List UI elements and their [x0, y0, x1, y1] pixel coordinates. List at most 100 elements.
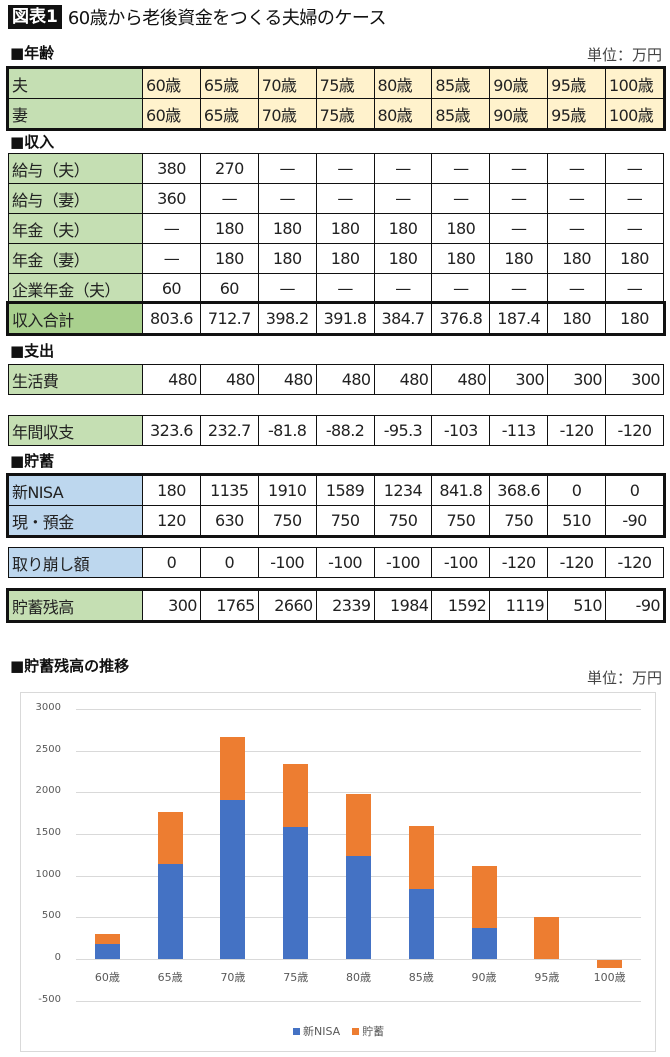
table-cell: 480 — [199, 364, 259, 395]
table-cell: 391.8 — [315, 303, 375, 334]
table-cell: 368.6 — [489, 475, 549, 506]
section-heading-income: ■収入 — [10, 133, 55, 151]
table-row: 年金（夫） —180 180 180 180 180— — — — [8, 213, 664, 244]
table-cell: 1589 — [315, 475, 375, 506]
x-axis-tick-label: 60歳 — [94, 971, 120, 984]
table-cell: 384.7 — [373, 303, 433, 334]
table-cell: 0 — [199, 547, 259, 578]
figure-title: 図表1 60歳から老後資金をつくる夫婦のケース — [8, 4, 387, 30]
table-cell: 180 — [547, 303, 606, 334]
table-cell: 1234 — [373, 475, 433, 506]
table-cell: — — [547, 183, 606, 214]
page-title: 60歳から老後資金をつくる夫婦のケース — [67, 8, 387, 29]
chart-heading: ■貯蓄残高の推移 — [10, 657, 130, 675]
table-cell: 180 — [547, 243, 606, 274]
table-cell: 630 — [199, 505, 259, 536]
table-cell: 180 — [431, 243, 491, 274]
row-label: 夫 — [8, 68, 143, 99]
table-cell: — — [547, 273, 606, 304]
table-cell: -90 — [605, 590, 664, 621]
table-cell: — — [373, 183, 433, 214]
table-cell: 2339 — [315, 590, 375, 621]
bar-segment-savings — [597, 960, 623, 968]
bar-segment-savings — [157, 811, 183, 865]
bar-segment-nisa — [94, 944, 120, 959]
table-cell: — — [489, 183, 549, 214]
table-cell: — — [199, 183, 259, 214]
table-cell: -100 — [315, 547, 375, 578]
table-cell: 1592 — [431, 590, 491, 621]
row-label: 年間収支 — [8, 415, 143, 446]
table-cell: -90 — [605, 505, 664, 536]
section-heading-savings: ■貯蓄 — [10, 452, 55, 470]
table-cell: 1765 — [199, 590, 259, 621]
table-cell: — — [315, 273, 375, 304]
table-cell: 1119 — [489, 590, 549, 621]
table-cell: -100 — [373, 547, 433, 578]
table-cell: — — [257, 183, 317, 214]
table-cell: 480 — [142, 364, 201, 395]
table-row: 年間収支 323.6 232.7 -81.8 -88.2 -95.3 -103 -113 -12… — [8, 415, 664, 446]
bar-segment-nisa — [283, 826, 309, 959]
table-cell: — — [605, 213, 664, 244]
table-row: 給与（妻） 360— — — — — — — — — [8, 183, 664, 214]
table-cell: — — [605, 183, 664, 214]
row-label: 新NISA — [8, 475, 143, 506]
table-cell: — — [431, 273, 491, 304]
table-cell: 0 — [547, 475, 606, 506]
table-row: 企業年金（夫） 60 60— — — — — — — — [8, 273, 664, 304]
gridline — [76, 792, 641, 794]
table-cell: — — [605, 273, 664, 304]
table-cell: 510 — [547, 505, 606, 536]
table-cell: — — [315, 153, 375, 184]
x-axis-tick-label: 80歳 — [346, 971, 371, 984]
x-axis-tick-label: 100歳 — [593, 971, 626, 984]
table-cell: 85歳 — [431, 98, 491, 129]
bar-segment-savings — [471, 865, 497, 929]
table-row: 新NISA 180 1135 1910 1589 1234 841.8 368.6 0 0 — [8, 475, 664, 506]
table-cell: 180 — [373, 213, 433, 244]
figure-badge: 図表1 — [8, 5, 62, 29]
table-cell: 70歳 — [257, 98, 317, 129]
bar-segment-savings — [283, 764, 309, 827]
table-row: 生活費 480 480 480 480 480 480 300 300 300 — [8, 364, 664, 395]
x-axis-tick-label: 70歳 — [220, 971, 246, 984]
table-cell: 80歳 — [373, 68, 433, 99]
table-cell: -120 — [605, 547, 664, 578]
expense-table: 生活費 480 480 480 480 480 480 300 300 300 — [8, 364, 664, 395]
table-cell: 803.6 — [142, 303, 201, 334]
table-cell: 360 — [142, 183, 201, 214]
table-row: 収入合計 803.6 712.7 398.2 391.8 384.7 376.8 187.4 1… — [8, 303, 664, 334]
table-cell: 180 — [489, 243, 549, 274]
table-cell: — — [547, 153, 606, 184]
chart-legend: 新NISA 貯蓄 — [293, 1023, 396, 1039]
table-cell: 1984 — [373, 590, 433, 621]
table-cell: -95.3 — [373, 415, 433, 446]
section-heading-age: ■年齢 — [10, 44, 55, 62]
table-cell: -100 — [257, 547, 317, 578]
table-cell: 270 — [199, 153, 259, 184]
table-cell: 380 — [142, 153, 201, 184]
table-cell: -113 — [489, 415, 549, 446]
table-cell: 180 — [257, 213, 317, 244]
table-cell: 712.7 — [199, 303, 259, 334]
table-cell: 60歳 — [142, 68, 201, 99]
table-cell: — — [489, 213, 549, 244]
table-cell: 180 — [605, 303, 664, 334]
x-axis-tick-label: 75歳 — [283, 971, 309, 984]
table-cell: 60 — [199, 273, 259, 304]
table-cell: 300 — [547, 364, 606, 395]
x-axis-tick-label: 95歳 — [534, 971, 560, 984]
row-label: 給与（夫） — [8, 153, 143, 184]
table-cell: 750 — [373, 505, 433, 536]
table-cell: 100歳 — [605, 98, 664, 129]
table-cell: 480 — [373, 364, 433, 395]
stacked-bar-chart: 3000 2500 2000 1500 1000 500 0 -500 60歳 65歳 70歳 75歳… — [20, 692, 656, 1052]
table-cell: 95歳 — [547, 98, 606, 129]
y-axis-tick-label: 0 — [54, 952, 61, 963]
table-row: 貯蓄残高 300 1765 2660 2339 1984 1592 1119 510 -90 — [8, 590, 664, 621]
table-cell: 323.6 — [142, 415, 201, 446]
row-label: 取り崩し額 — [8, 547, 143, 578]
table-cell: — — [373, 273, 433, 304]
table-cell: — — [489, 153, 549, 184]
